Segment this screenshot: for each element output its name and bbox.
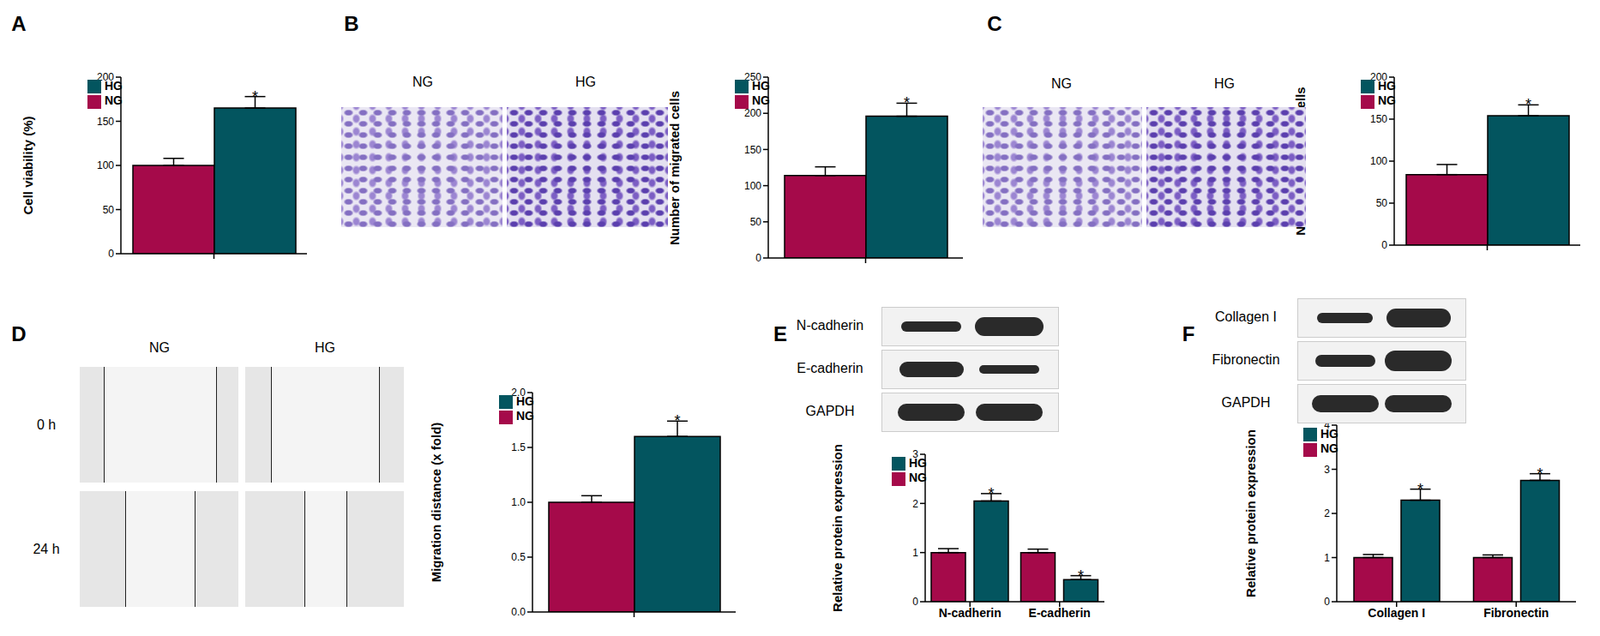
svg-text:100: 100 xyxy=(1370,155,1388,168)
svg-text:0: 0 xyxy=(1323,595,1330,608)
svg-text:1: 1 xyxy=(1323,552,1330,565)
svg-text:1: 1 xyxy=(912,547,919,560)
svg-text:150: 150 xyxy=(744,144,762,157)
svg-text:Fibronectin: Fibronectin xyxy=(1483,606,1549,620)
svg-text:150: 150 xyxy=(96,115,115,128)
svg-text:250: 250 xyxy=(744,71,762,84)
svg-text:50: 50 xyxy=(1376,197,1389,210)
svg-text:*: * xyxy=(1417,481,1424,499)
svg-text:0.0: 0.0 xyxy=(511,606,526,619)
svg-text:N-cadherin: N-cadherin xyxy=(938,606,1002,620)
svg-text:200: 200 xyxy=(744,107,762,120)
svg-text:Collagen I: Collagen I xyxy=(1367,606,1426,620)
svg-text:*: * xyxy=(673,412,680,430)
svg-text:*: * xyxy=(987,485,994,503)
svg-text:150: 150 xyxy=(1370,113,1388,126)
svg-text:*: * xyxy=(903,94,910,112)
svg-text:0: 0 xyxy=(912,595,919,608)
svg-text:E-cadherin: E-cadherin xyxy=(1028,606,1091,620)
svg-text:*: * xyxy=(252,88,259,106)
svg-text:3: 3 xyxy=(1323,463,1330,476)
svg-text:2.0: 2.0 xyxy=(511,386,526,399)
svg-text:*: * xyxy=(1077,567,1084,585)
svg-text:2: 2 xyxy=(1323,507,1330,520)
svg-text:1.5: 1.5 xyxy=(511,441,526,454)
svg-text:0: 0 xyxy=(755,252,762,265)
svg-text:*: * xyxy=(1536,465,1543,483)
svg-text:50: 50 xyxy=(102,204,115,217)
svg-text:0: 0 xyxy=(1381,239,1388,252)
svg-text:0: 0 xyxy=(108,247,115,260)
svg-text:0.5: 0.5 xyxy=(511,551,526,564)
svg-text:100: 100 xyxy=(96,159,115,172)
svg-text:200: 200 xyxy=(1370,71,1388,84)
svg-text:*: * xyxy=(1525,96,1532,114)
svg-text:100: 100 xyxy=(744,180,762,193)
svg-text:2: 2 xyxy=(912,498,919,511)
svg-text:50: 50 xyxy=(750,216,763,229)
svg-text:1.0: 1.0 xyxy=(511,496,526,509)
svg-text:200: 200 xyxy=(96,71,115,84)
svg-text:3: 3 xyxy=(912,448,919,461)
